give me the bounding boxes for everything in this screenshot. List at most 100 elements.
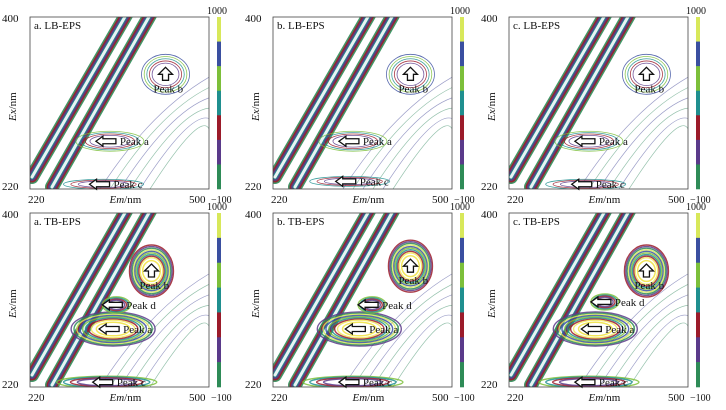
peak-label: Peak d	[382, 300, 412, 312]
colorbar-max-label: 1000	[686, 6, 706, 17]
colorbar-segment	[460, 90, 464, 116]
panel-title: c. TB-EPS	[513, 216, 560, 228]
eem-panel-5: b. TB-EPS Peak a Peak b Peak c Peak d 400 220 2…	[245, 202, 475, 404]
y-axis-label: Ex/nm	[7, 92, 19, 122]
eem-panel-1: a. LB-EPS Peak a Peak b Peak c 400 220 220 500 E…	[2, 6, 232, 206]
panel-title: a. LB-EPS	[34, 20, 81, 32]
peak-label: Peak b	[398, 83, 428, 95]
colorbar-segment	[460, 41, 464, 67]
eem-panel-6: c. TB-EPS Peak a Peak b Peak c Peak d 400 220 2…	[481, 202, 711, 404]
y-axis-label: Ex/nm	[7, 289, 19, 319]
peak-label: Peak a	[605, 324, 634, 336]
colorbar-segment	[696, 337, 700, 363]
peak-label: Peak b	[634, 83, 664, 95]
panel-title: c. LB-EPS	[513, 20, 560, 32]
peak-marker: Peak a	[337, 134, 392, 148]
peak-label: Peak d	[615, 297, 645, 309]
plot-frame	[272, 16, 453, 190]
x-tick-label: 220	[271, 392, 288, 404]
x-axis-label: Em/nm	[588, 392, 621, 404]
colorbar-segment	[217, 139, 221, 165]
plot-frame	[29, 212, 210, 388]
peak-marker: Peak a	[344, 322, 398, 336]
colorbar-segment	[460, 312, 464, 338]
x-tick-label: 220	[271, 194, 288, 206]
colorbar-max-label: 1000	[686, 202, 706, 213]
colorbar-min-label: −100	[690, 393, 711, 404]
colorbar-segment	[696, 41, 700, 67]
colorbar-segment	[696, 237, 700, 264]
colorbar-max-label: 1000	[207, 202, 227, 213]
peak-marker: Peak b	[398, 66, 429, 95]
peak-label: Peak c	[360, 176, 389, 188]
colorbar-segment	[217, 237, 221, 264]
y-tick-label: 220	[481, 379, 498, 391]
peak-marker: Peak a	[573, 134, 628, 148]
colorbar-segment	[217, 312, 221, 338]
colorbar-segment	[217, 213, 221, 239]
colorbar-segment	[696, 115, 700, 141]
colorbar-max-label: 1000	[450, 202, 470, 213]
eem-panel-2: b. LB-EPS Peak a Peak b Peak c 400 220 220 500 E…	[245, 6, 475, 206]
peak-marker: Peak a	[580, 322, 634, 336]
y-tick-label: 400	[245, 13, 262, 25]
colorbar: 1000 −100	[686, 202, 711, 404]
x-axis-label: Em/nm	[588, 194, 621, 206]
peak-label: Peak a	[363, 136, 392, 148]
x-tick-label: 500	[668, 194, 685, 206]
peak-marker: Peak c	[337, 375, 392, 389]
y-tick-label: 400	[2, 209, 19, 221]
colorbar: 1000 −100	[686, 6, 711, 206]
peak-marker: Peak c	[88, 177, 143, 191]
plot-frame	[29, 16, 210, 190]
y-axis-label: Ex/nm	[486, 92, 498, 122]
colorbar-segment	[696, 17, 700, 42]
x-tick-label: 500	[668, 392, 685, 404]
colorbar-segment	[460, 17, 464, 42]
colorbar-segment	[460, 164, 464, 190]
eem-panel-3: c. LB-EPS Peak a Peak b Peak c 400 220 220 500 E…	[481, 6, 711, 206]
y-tick-label: 220	[481, 181, 498, 193]
y-tick-label: 220	[245, 379, 262, 391]
colorbar-segment	[696, 164, 700, 190]
colorbar-segment	[460, 287, 464, 313]
y-axis-label: Ex/nm	[486, 289, 498, 319]
colorbar-segment	[696, 66, 700, 92]
colorbar-min-label: −100	[454, 393, 475, 404]
colorbar: 1000 −100	[450, 202, 475, 404]
colorbar-segment	[460, 262, 464, 288]
y-axis-label: Ex/nm	[250, 289, 262, 319]
colorbar-segment	[460, 237, 464, 264]
x-tick-label: 220	[507, 194, 524, 206]
peak-label: Peak b	[154, 83, 184, 95]
peak-marker: Peak b	[634, 66, 665, 95]
x-tick-label: 220	[507, 392, 524, 404]
colorbar-min-label: −100	[454, 195, 475, 206]
colorbar-segment	[460, 66, 464, 92]
plot-frame	[508, 16, 689, 190]
x-axis-label: Em/nm	[352, 392, 385, 404]
x-tick-label: 500	[432, 392, 449, 404]
colorbar: 1000 −100	[207, 6, 232, 206]
peak-marker: Peak d	[356, 298, 412, 312]
peak-label: Peak c	[363, 377, 392, 389]
x-axis-label: Em/nm	[109, 194, 142, 206]
colorbar-segment	[217, 362, 221, 388]
peak-label: Peak c	[596, 179, 625, 191]
peak-marker: Peak b	[154, 66, 184, 95]
x-tick-label: 220	[28, 194, 45, 206]
peak-marker: Peak b	[398, 258, 429, 287]
colorbar-segment	[696, 262, 700, 288]
colorbar-segment	[460, 337, 464, 363]
peak-marker: Peak b	[139, 263, 170, 292]
peak-label: Peak b	[634, 280, 664, 292]
eem-panel-4: a. TB-EPS Peak a Peak b Peak c Peak d 400 220 2…	[2, 202, 232, 404]
colorbar-min-label: −100	[690, 195, 711, 206]
colorbar-segment	[696, 362, 700, 388]
peak-marker: Peak a	[94, 134, 149, 148]
peak-marker: Peak d	[589, 295, 645, 309]
colorbar-max-label: 1000	[207, 6, 227, 17]
colorbar-segment	[460, 213, 464, 239]
peak-label: Peak d	[126, 300, 156, 312]
